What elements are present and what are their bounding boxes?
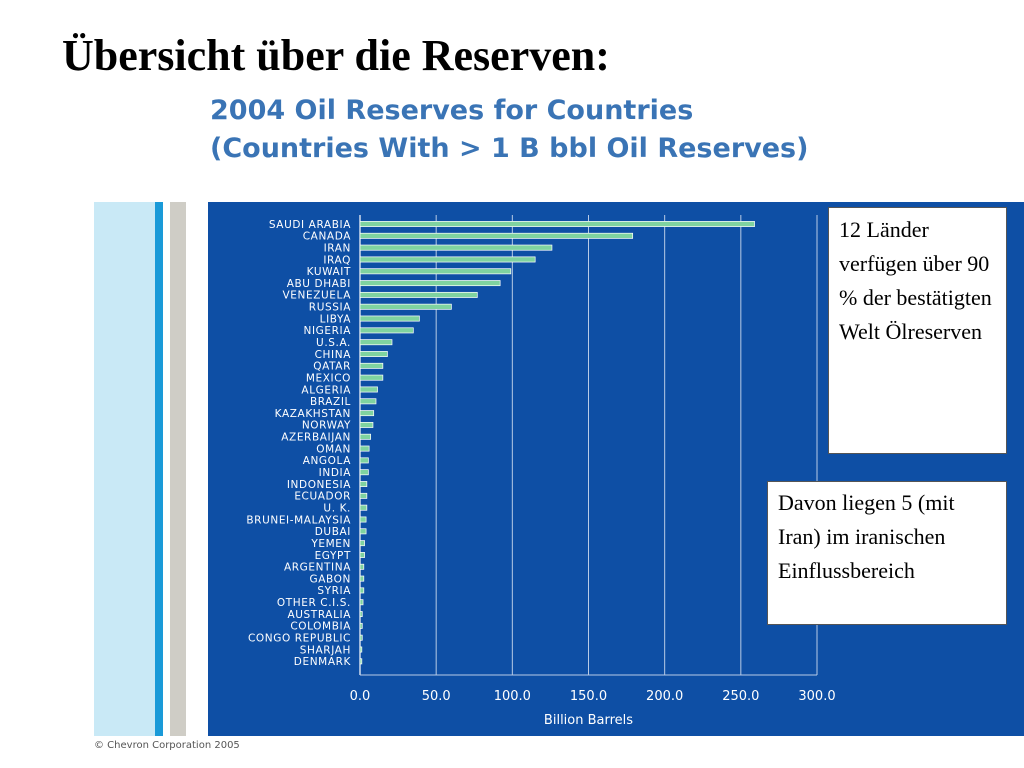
bar — [359, 658, 363, 665]
category-label: QATAR — [313, 361, 351, 373]
category-label: ANGOLA — [303, 455, 352, 467]
copyright-note: © Chevron Corporation 2005 — [94, 740, 240, 751]
category-label: DUBAI — [315, 526, 351, 538]
bar — [359, 398, 377, 405]
bar — [359, 611, 363, 618]
chart-title: 2004 Oil Reserves for Countries — [210, 95, 694, 126]
decorative-stripe — [170, 202, 186, 736]
bar — [359, 587, 365, 594]
category-label: AUSTRALIA — [287, 609, 351, 621]
x-tick-label: 0.0 — [350, 689, 371, 704]
x-tick-label: 100.0 — [494, 689, 531, 704]
decorative-stripe — [94, 202, 155, 736]
chart-subtitle: (Countries With > 1 B bbl Oil Reserves) — [210, 133, 809, 164]
bar — [359, 256, 536, 263]
category-label: YEMEN — [310, 538, 351, 550]
category-label: BRAZIL — [310, 396, 351, 408]
bar — [359, 315, 420, 322]
bar — [359, 516, 367, 523]
category-label: OTHER C.I.S. — [277, 597, 351, 609]
category-label: SYRIA — [317, 585, 351, 597]
category-label: INDONESIA — [287, 479, 351, 491]
bar — [359, 481, 368, 487]
category-label: AZERBAIJAN — [281, 432, 351, 444]
x-tick-label: 300.0 — [798, 689, 835, 704]
bar — [359, 492, 368, 499]
bar — [359, 339, 393, 346]
chart-title-block: 2004 Oil Reserves for Countries (Countri… — [210, 92, 808, 168]
x-tick-label: 50.0 — [422, 689, 451, 704]
bar — [359, 268, 512, 275]
bar — [359, 303, 452, 310]
bar — [359, 563, 365, 570]
decorative-stripe — [163, 202, 170, 736]
bar — [359, 327, 414, 334]
category-label: ECUADOR — [294, 491, 351, 503]
bar — [359, 575, 365, 582]
x-tick-label: 150.0 — [570, 689, 607, 704]
category-label: INDIA — [319, 467, 352, 479]
category-label: NORWAY — [302, 420, 351, 432]
bar — [359, 469, 369, 476]
category-label: BRUNEI-MALAYSIA — [246, 514, 351, 526]
category-label: SHARJAH — [300, 644, 351, 656]
bar — [359, 244, 553, 251]
bar — [359, 445, 370, 452]
x-tick-label: 200.0 — [646, 689, 683, 704]
bar — [359, 374, 384, 381]
bar — [359, 351, 388, 357]
category-label: ABU DHABI — [287, 278, 351, 290]
bar — [359, 291, 478, 298]
slide-title: Übersicht über die Reserven: — [62, 31, 610, 80]
category-label: IRAN — [324, 242, 351, 254]
callout-iran-influence: Davon liegen 5 (mit Iran) im iranischen … — [767, 481, 1007, 625]
category-label: CONGO REPUBLIC — [248, 633, 351, 645]
x-tick-label: 250.0 — [722, 689, 759, 704]
bar — [359, 457, 369, 464]
category-label: OMAN — [316, 443, 351, 455]
category-label: EGYPT — [315, 550, 351, 562]
decorative-stripe — [155, 202, 163, 736]
category-label: IRAQ — [323, 254, 351, 266]
category-label: U. K. — [323, 502, 351, 514]
category-label: CHINA — [315, 349, 352, 361]
bar — [359, 540, 365, 547]
bar — [359, 622, 363, 629]
x-axis-label: Billion Barrels — [544, 713, 633, 728]
category-label: DENMARK — [294, 656, 352, 668]
category-label: LIBYA — [320, 313, 352, 325]
bar — [359, 280, 501, 287]
callout-countries: 12 Länder verfügen über 90 % der bestäti… — [828, 207, 1007, 454]
bar — [359, 646, 363, 653]
category-label: CANADA — [303, 231, 351, 243]
bar — [359, 386, 378, 393]
category-label: MEXICO — [306, 372, 351, 384]
bar — [359, 504, 368, 511]
bar — [359, 433, 372, 440]
bar — [359, 362, 384, 369]
bar — [359, 528, 367, 535]
category-label: ALGERIA — [301, 384, 351, 396]
category-label: SAUDI ARABIA — [269, 219, 351, 231]
category-label: KUWAIT — [307, 266, 351, 278]
bar — [359, 410, 375, 417]
bar — [359, 232, 634, 239]
category-label: RUSSIA — [309, 302, 351, 314]
category-label: ARGENTINA — [284, 562, 351, 574]
category-label: GABON — [310, 573, 351, 585]
bar — [359, 421, 374, 428]
category-label: COLOMBIA — [290, 621, 351, 633]
category-label: KAZAKHSTAN — [275, 408, 351, 420]
category-label: U.S.A. — [316, 337, 351, 349]
bar — [359, 599, 364, 606]
bar — [359, 221, 755, 227]
bar — [359, 552, 365, 558]
bar — [359, 634, 363, 641]
category-label: NIGERIA — [304, 325, 352, 337]
category-label: VENEZUELA — [283, 290, 352, 302]
